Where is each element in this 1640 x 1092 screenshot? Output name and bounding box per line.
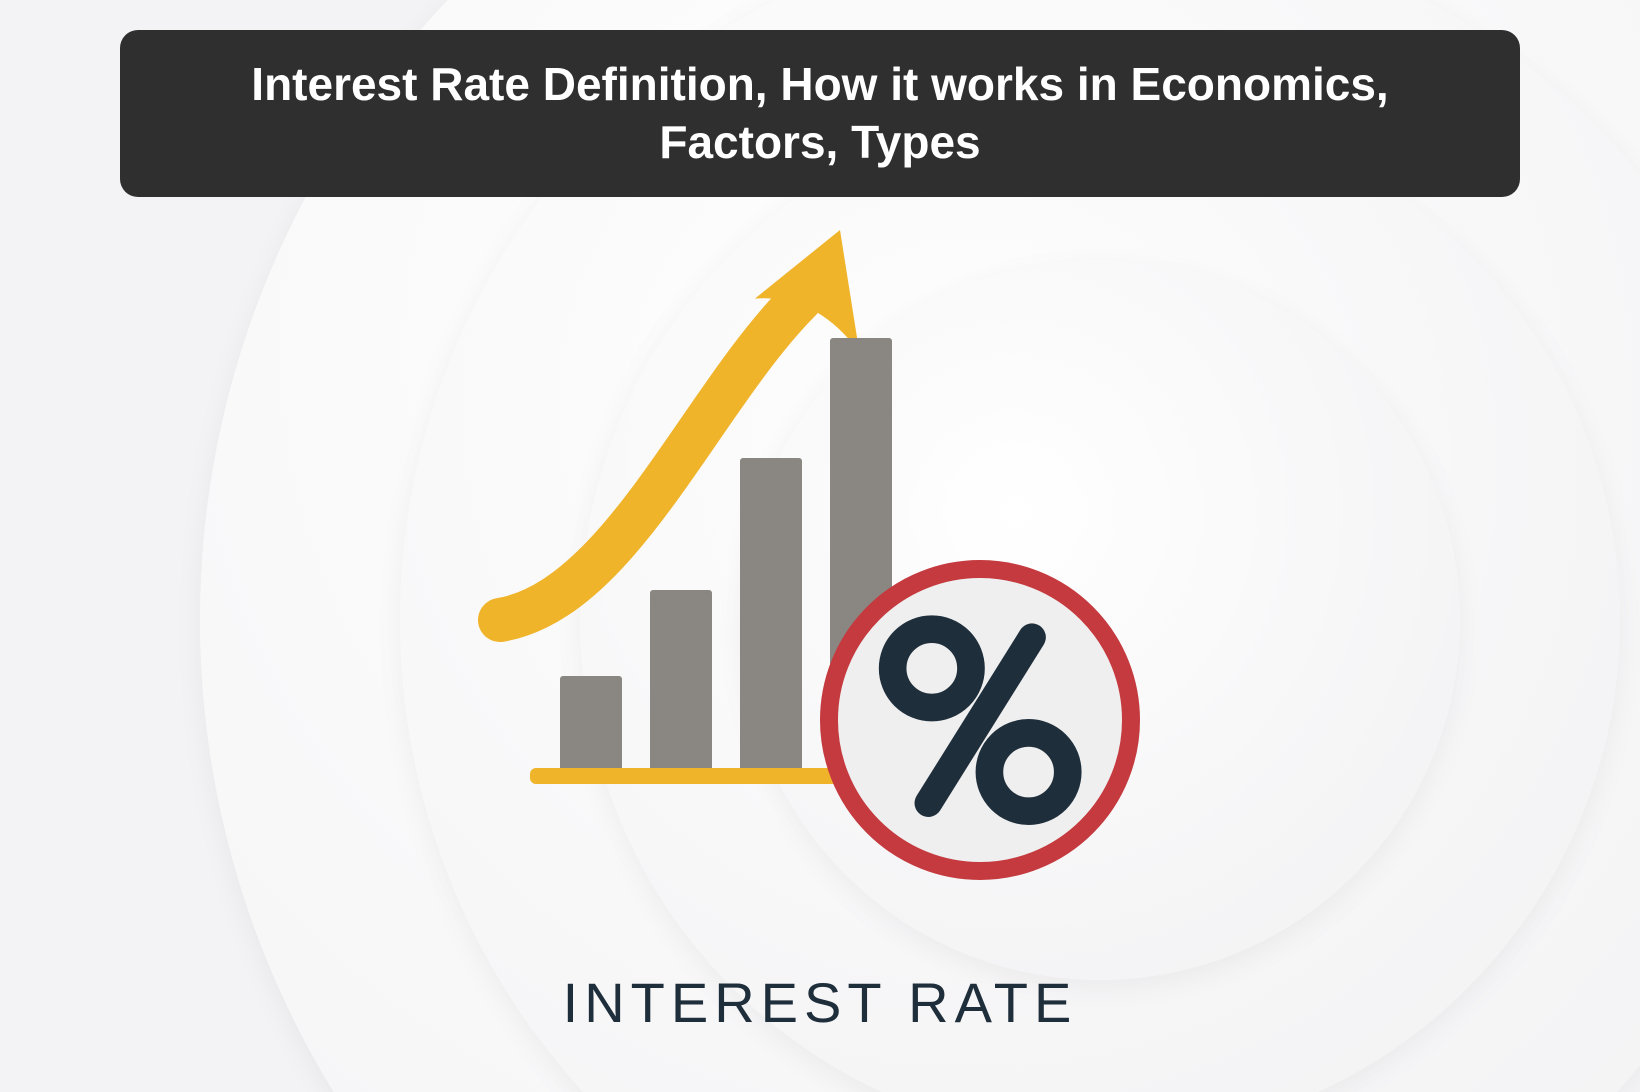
chart-bar xyxy=(740,458,802,768)
percent-icon xyxy=(865,605,1095,835)
caption-text: INTEREST RATE xyxy=(563,971,1078,1034)
percent-badge xyxy=(820,560,1140,880)
chart-bar xyxy=(650,590,712,768)
caption-label: INTEREST RATE xyxy=(0,970,1640,1035)
infographic-canvas: Interest Rate Definition, How it works i… xyxy=(0,0,1640,1092)
title-banner: Interest Rate Definition, How it works i… xyxy=(120,30,1520,197)
title-text: Interest Rate Definition, How it works i… xyxy=(251,58,1388,168)
interest-rate-illustration xyxy=(460,200,1180,900)
chart-bar xyxy=(560,676,622,768)
